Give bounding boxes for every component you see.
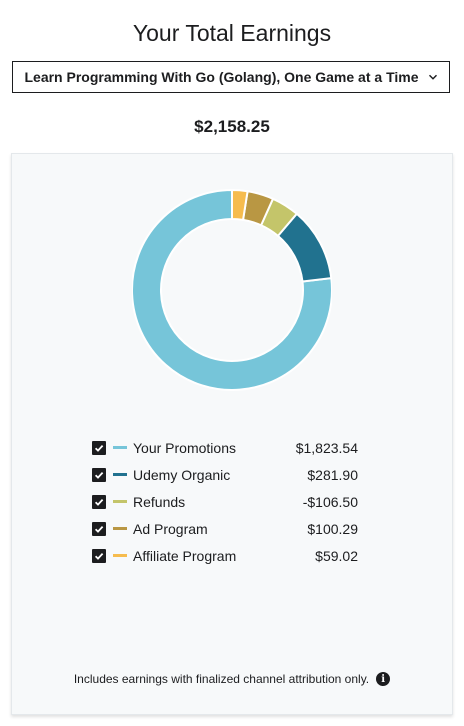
course-select-label: Learn Programming With Go (Golang), One … bbox=[24, 69, 419, 85]
legend-swatch-refunds bbox=[113, 500, 127, 503]
legend-swatch-affiliate-program bbox=[113, 554, 127, 557]
donut-slice-affiliate-program[interactable] bbox=[231, 188, 249, 222]
checkmark-icon bbox=[94, 552, 104, 560]
total-earnings-amount: $2,158.25 bbox=[194, 117, 270, 136]
legend-value-affiliate-program: $59.02 bbox=[315, 547, 358, 564]
legend-item-affiliate-program: Affiliate Program $59.02 bbox=[92, 542, 358, 569]
checkmark-icon bbox=[94, 498, 104, 506]
legend-value-your-promotions: $1,823.54 bbox=[295, 439, 358, 456]
legend-swatch-ad-program bbox=[113, 527, 127, 530]
legend-label-udemy-organic: Udemy Organic bbox=[133, 466, 231, 483]
page-title: Your Total Earnings bbox=[132, 20, 332, 46]
earnings-chart-panel: Your Promotions $1,823.54 Udemy Organic $28… bbox=[11, 153, 453, 715]
info-icon[interactable]: i bbox=[376, 672, 391, 686]
checkmark-icon bbox=[94, 525, 104, 533]
checkmark-icon bbox=[94, 444, 104, 452]
attribution-footnote: Includes earnings with finalized channel… bbox=[12, 672, 452, 686]
earnings-donut-chart bbox=[132, 188, 332, 391]
donut-slice-your-promotions[interactable] bbox=[132, 188, 332, 391]
legend-checkbox-udemy-organic[interactable] bbox=[92, 467, 106, 482]
checkmark-icon bbox=[94, 471, 104, 479]
legend-checkbox-ad-program[interactable] bbox=[92, 521, 106, 536]
legend-swatch-your-promotions bbox=[113, 446, 127, 449]
course-select-dropdown[interactable]: Learn Programming With Go (Golang), One … bbox=[12, 61, 450, 93]
legend-item-your-promotions: Your Promotions $1,823.54 bbox=[92, 434, 358, 461]
chart-legend: Your Promotions $1,823.54 Udemy Organic $28… bbox=[92, 434, 358, 569]
footnote-text: Includes earnings with finalized channel… bbox=[73, 672, 370, 686]
legend-value-refunds: -$106.50 bbox=[302, 493, 358, 510]
legend-value-ad-program: $100.29 bbox=[307, 520, 358, 537]
legend-label-your-promotions: Your Promotions bbox=[133, 439, 236, 456]
legend-item-udemy-organic: Udemy Organic $281.90 bbox=[92, 461, 358, 488]
legend-swatch-udemy-organic bbox=[113, 473, 127, 476]
legend-item-refunds: Refunds -$106.50 bbox=[92, 488, 358, 515]
legend-checkbox-refunds[interactable] bbox=[92, 494, 106, 509]
legend-checkbox-your-promotions[interactable] bbox=[92, 440, 106, 455]
legend-value-udemy-organic: $281.90 bbox=[307, 466, 358, 483]
legend-label-refunds: Refunds bbox=[133, 493, 186, 510]
legend-label-affiliate-program: Affiliate Program bbox=[133, 547, 237, 564]
legend-checkbox-affiliate-program[interactable] bbox=[92, 548, 106, 563]
legend-label-ad-program: Ad Program bbox=[133, 520, 208, 537]
chevron-down-icon bbox=[428, 74, 437, 80]
legend-item-ad-program: Ad Program $100.29 bbox=[92, 515, 358, 542]
